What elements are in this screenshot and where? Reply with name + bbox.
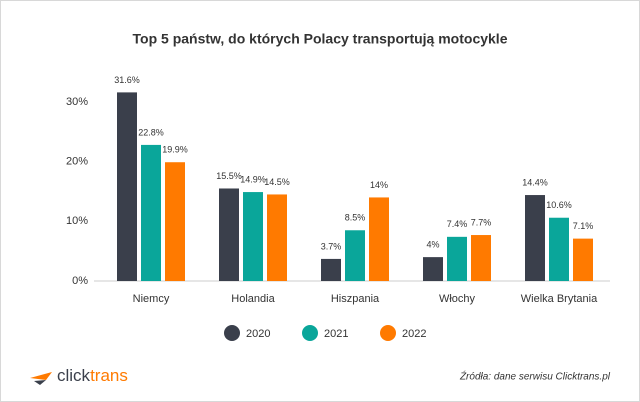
y-tick-label: 0% — [72, 275, 88, 287]
value-label: 14.9% — [240, 174, 266, 184]
bar — [219, 188, 239, 281]
bar — [471, 235, 491, 281]
x-tick-label: Włochy — [439, 293, 476, 305]
bar — [141, 144, 161, 281]
value-label: 7.1% — [573, 221, 594, 231]
value-label: 10.6% — [546, 200, 572, 210]
legend-swatch — [224, 325, 240, 341]
legend-label: 2020 — [246, 328, 270, 340]
bar — [321, 258, 341, 281]
value-label: 8.5% — [345, 213, 366, 223]
value-label: 14% — [370, 180, 388, 190]
legend-label: 2022 — [402, 328, 426, 340]
bar — [573, 238, 593, 281]
value-label: 4% — [426, 240, 439, 250]
bar — [345, 230, 365, 281]
legend-swatch — [302, 325, 318, 341]
logo-part: click — [57, 366, 91, 385]
value-label: 14.5% — [264, 177, 290, 187]
logo-part: trans — [90, 366, 128, 385]
legend-label: 2021 — [324, 328, 348, 340]
logo-icon — [34, 380, 46, 385]
bar — [423, 257, 443, 281]
source: Źródła: dane serwisu Clicktrans.pl — [459, 370, 611, 383]
legend-swatch — [380, 325, 396, 341]
logo-icon — [30, 372, 52, 380]
y-tick-label: 30% — [66, 96, 88, 108]
value-label: 7.4% — [447, 219, 468, 229]
logo-text: clicktrans — [57, 366, 128, 385]
value-label: 22.8% — [138, 127, 164, 137]
bar — [525, 195, 545, 281]
x-tick-label: Hiszpania — [331, 293, 380, 305]
value-label: 31.6% — [114, 75, 140, 85]
value-label: 3.7% — [321, 241, 342, 251]
x-tick-label: Niemcy — [133, 293, 170, 305]
value-label: 7.7% — [471, 217, 492, 227]
bar — [117, 92, 137, 281]
x-tick-label: Wielka Brytania — [521, 293, 598, 305]
bar — [165, 162, 185, 281]
logo: clicktrans — [30, 366, 128, 385]
value-label: 19.9% — [162, 145, 188, 155]
y-tick-label: 10% — [66, 215, 88, 227]
value-label: 14.4% — [522, 177, 548, 187]
chart-title: Top 5 państw, do których Polacy transpor… — [133, 31, 508, 47]
y-tick-label: 20% — [66, 156, 88, 168]
bar — [369, 197, 389, 281]
bar — [243, 192, 263, 281]
bar — [267, 194, 287, 281]
bar — [549, 217, 569, 281]
bar — [447, 236, 467, 281]
value-label: 15.5% — [216, 171, 242, 181]
x-tick-label: Holandia — [231, 293, 275, 305]
